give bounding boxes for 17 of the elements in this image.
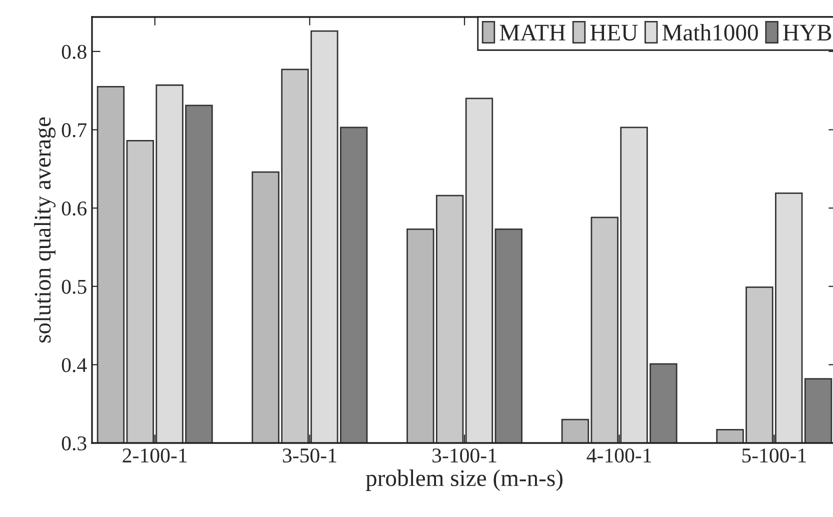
legend-label: HEU	[590, 24, 638, 41]
y-tick-label: 0.5	[62, 280, 86, 294]
y-tick-label: 0.7	[62, 123, 87, 138]
x-tick-label: 3-100-1	[432, 448, 496, 463]
legend-label: MATH	[500, 24, 566, 40]
x-tick-label: 2-100-1	[122, 448, 187, 463]
x-axis-title: problem size (m-n-s)	[366, 470, 562, 491]
y-axis-title: solution quality average	[34, 117, 56, 342]
legend-label: Math1000	[662, 24, 758, 41]
y-tick-label: 0.8	[62, 44, 86, 59]
y-tick-label: 0.4	[62, 358, 87, 372]
x-tick-label: 4-100-1	[586, 448, 652, 463]
y-tick-label: 0.6	[62, 201, 87, 216]
y-tick-label: 0.3	[62, 436, 86, 451]
legend-label: HYB	[783, 24, 832, 40]
x-tick-label: 3-50-1	[282, 448, 336, 463]
x-tick-label: 5-100-1	[742, 448, 806, 463]
